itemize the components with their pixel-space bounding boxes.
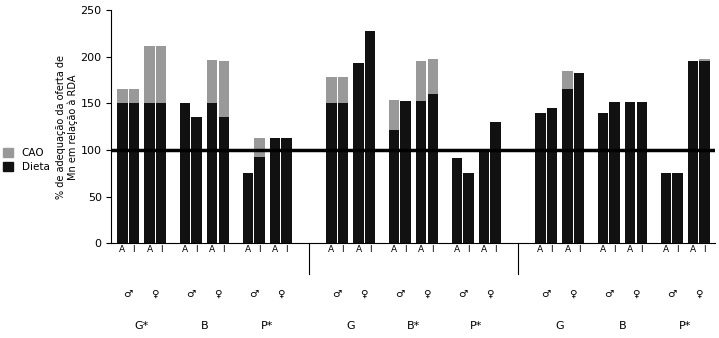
Bar	[562, 90, 573, 243]
Bar	[535, 113, 546, 243]
Text: ♀: ♀	[360, 289, 368, 299]
Bar	[400, 101, 411, 243]
Bar	[389, 100, 399, 129]
Bar	[700, 59, 710, 61]
Bar	[191, 117, 202, 243]
Text: B: B	[201, 321, 209, 331]
Bar	[700, 61, 710, 243]
Text: ♂: ♂	[124, 289, 133, 299]
Bar	[117, 103, 127, 243]
Bar	[156, 46, 166, 103]
Bar	[242, 173, 253, 243]
Bar	[129, 90, 139, 103]
Bar	[610, 101, 620, 243]
Bar	[452, 158, 462, 243]
Text: ♂: ♂	[667, 289, 676, 299]
Text: ♂: ♂	[458, 289, 467, 299]
Bar	[254, 156, 265, 243]
Bar	[490, 122, 500, 243]
Bar	[353, 63, 364, 243]
Bar	[625, 101, 636, 243]
Text: G*: G*	[134, 321, 149, 331]
Text: G: G	[347, 321, 355, 331]
Bar	[574, 73, 585, 243]
Bar	[281, 138, 292, 243]
Bar	[326, 77, 336, 103]
Bar	[598, 113, 608, 243]
Bar	[219, 62, 229, 117]
Bar	[416, 101, 426, 243]
Text: ♂: ♂	[332, 289, 342, 299]
Text: ♀: ♀	[277, 289, 285, 299]
Text: ♂: ♂	[186, 289, 196, 299]
Bar	[219, 117, 229, 243]
Bar	[338, 77, 348, 103]
Bar	[145, 103, 155, 243]
Text: ♀: ♀	[214, 289, 222, 299]
Text: ♂: ♂	[604, 289, 613, 299]
Bar	[326, 103, 336, 243]
Text: B: B	[618, 321, 626, 331]
Bar	[180, 103, 191, 243]
Text: B*: B*	[407, 321, 420, 331]
Bar	[688, 62, 698, 243]
Text: G: G	[555, 321, 564, 331]
Bar	[207, 59, 217, 103]
Legend: CAO, Dieta: CAO, Dieta	[0, 144, 54, 176]
Text: ♀: ♀	[632, 289, 640, 299]
Bar	[672, 173, 682, 243]
Text: ♀: ♀	[152, 289, 159, 299]
Bar	[463, 173, 474, 243]
Bar	[389, 129, 399, 243]
Bar	[129, 103, 139, 243]
Y-axis label: % de adequação da oferta de
Mn em relação à RDA: % de adequação da oferta de Mn em relaçã…	[55, 55, 78, 199]
Text: ♂: ♂	[541, 289, 551, 299]
Text: ♀: ♀	[695, 289, 702, 299]
Bar	[365, 31, 375, 243]
Bar	[207, 103, 217, 243]
Bar	[428, 94, 438, 243]
Text: ♀: ♀	[569, 289, 577, 299]
Text: ♂: ♂	[249, 289, 258, 299]
Bar	[428, 59, 438, 94]
Bar	[270, 138, 280, 243]
Text: P*: P*	[261, 321, 273, 331]
Text: ♀: ♀	[486, 289, 493, 299]
Bar	[117, 90, 127, 103]
Text: ♀: ♀	[423, 289, 431, 299]
Bar	[562, 71, 573, 90]
Bar	[338, 103, 348, 243]
Bar	[546, 108, 557, 243]
Text: ♂: ♂	[395, 289, 405, 299]
Text: P*: P*	[470, 321, 482, 331]
Bar	[416, 62, 426, 101]
Bar	[254, 138, 265, 156]
Bar	[479, 150, 489, 243]
Bar	[145, 46, 155, 103]
Bar	[661, 173, 671, 243]
Bar	[156, 103, 166, 243]
Bar	[636, 101, 647, 243]
Text: P*: P*	[679, 321, 692, 331]
